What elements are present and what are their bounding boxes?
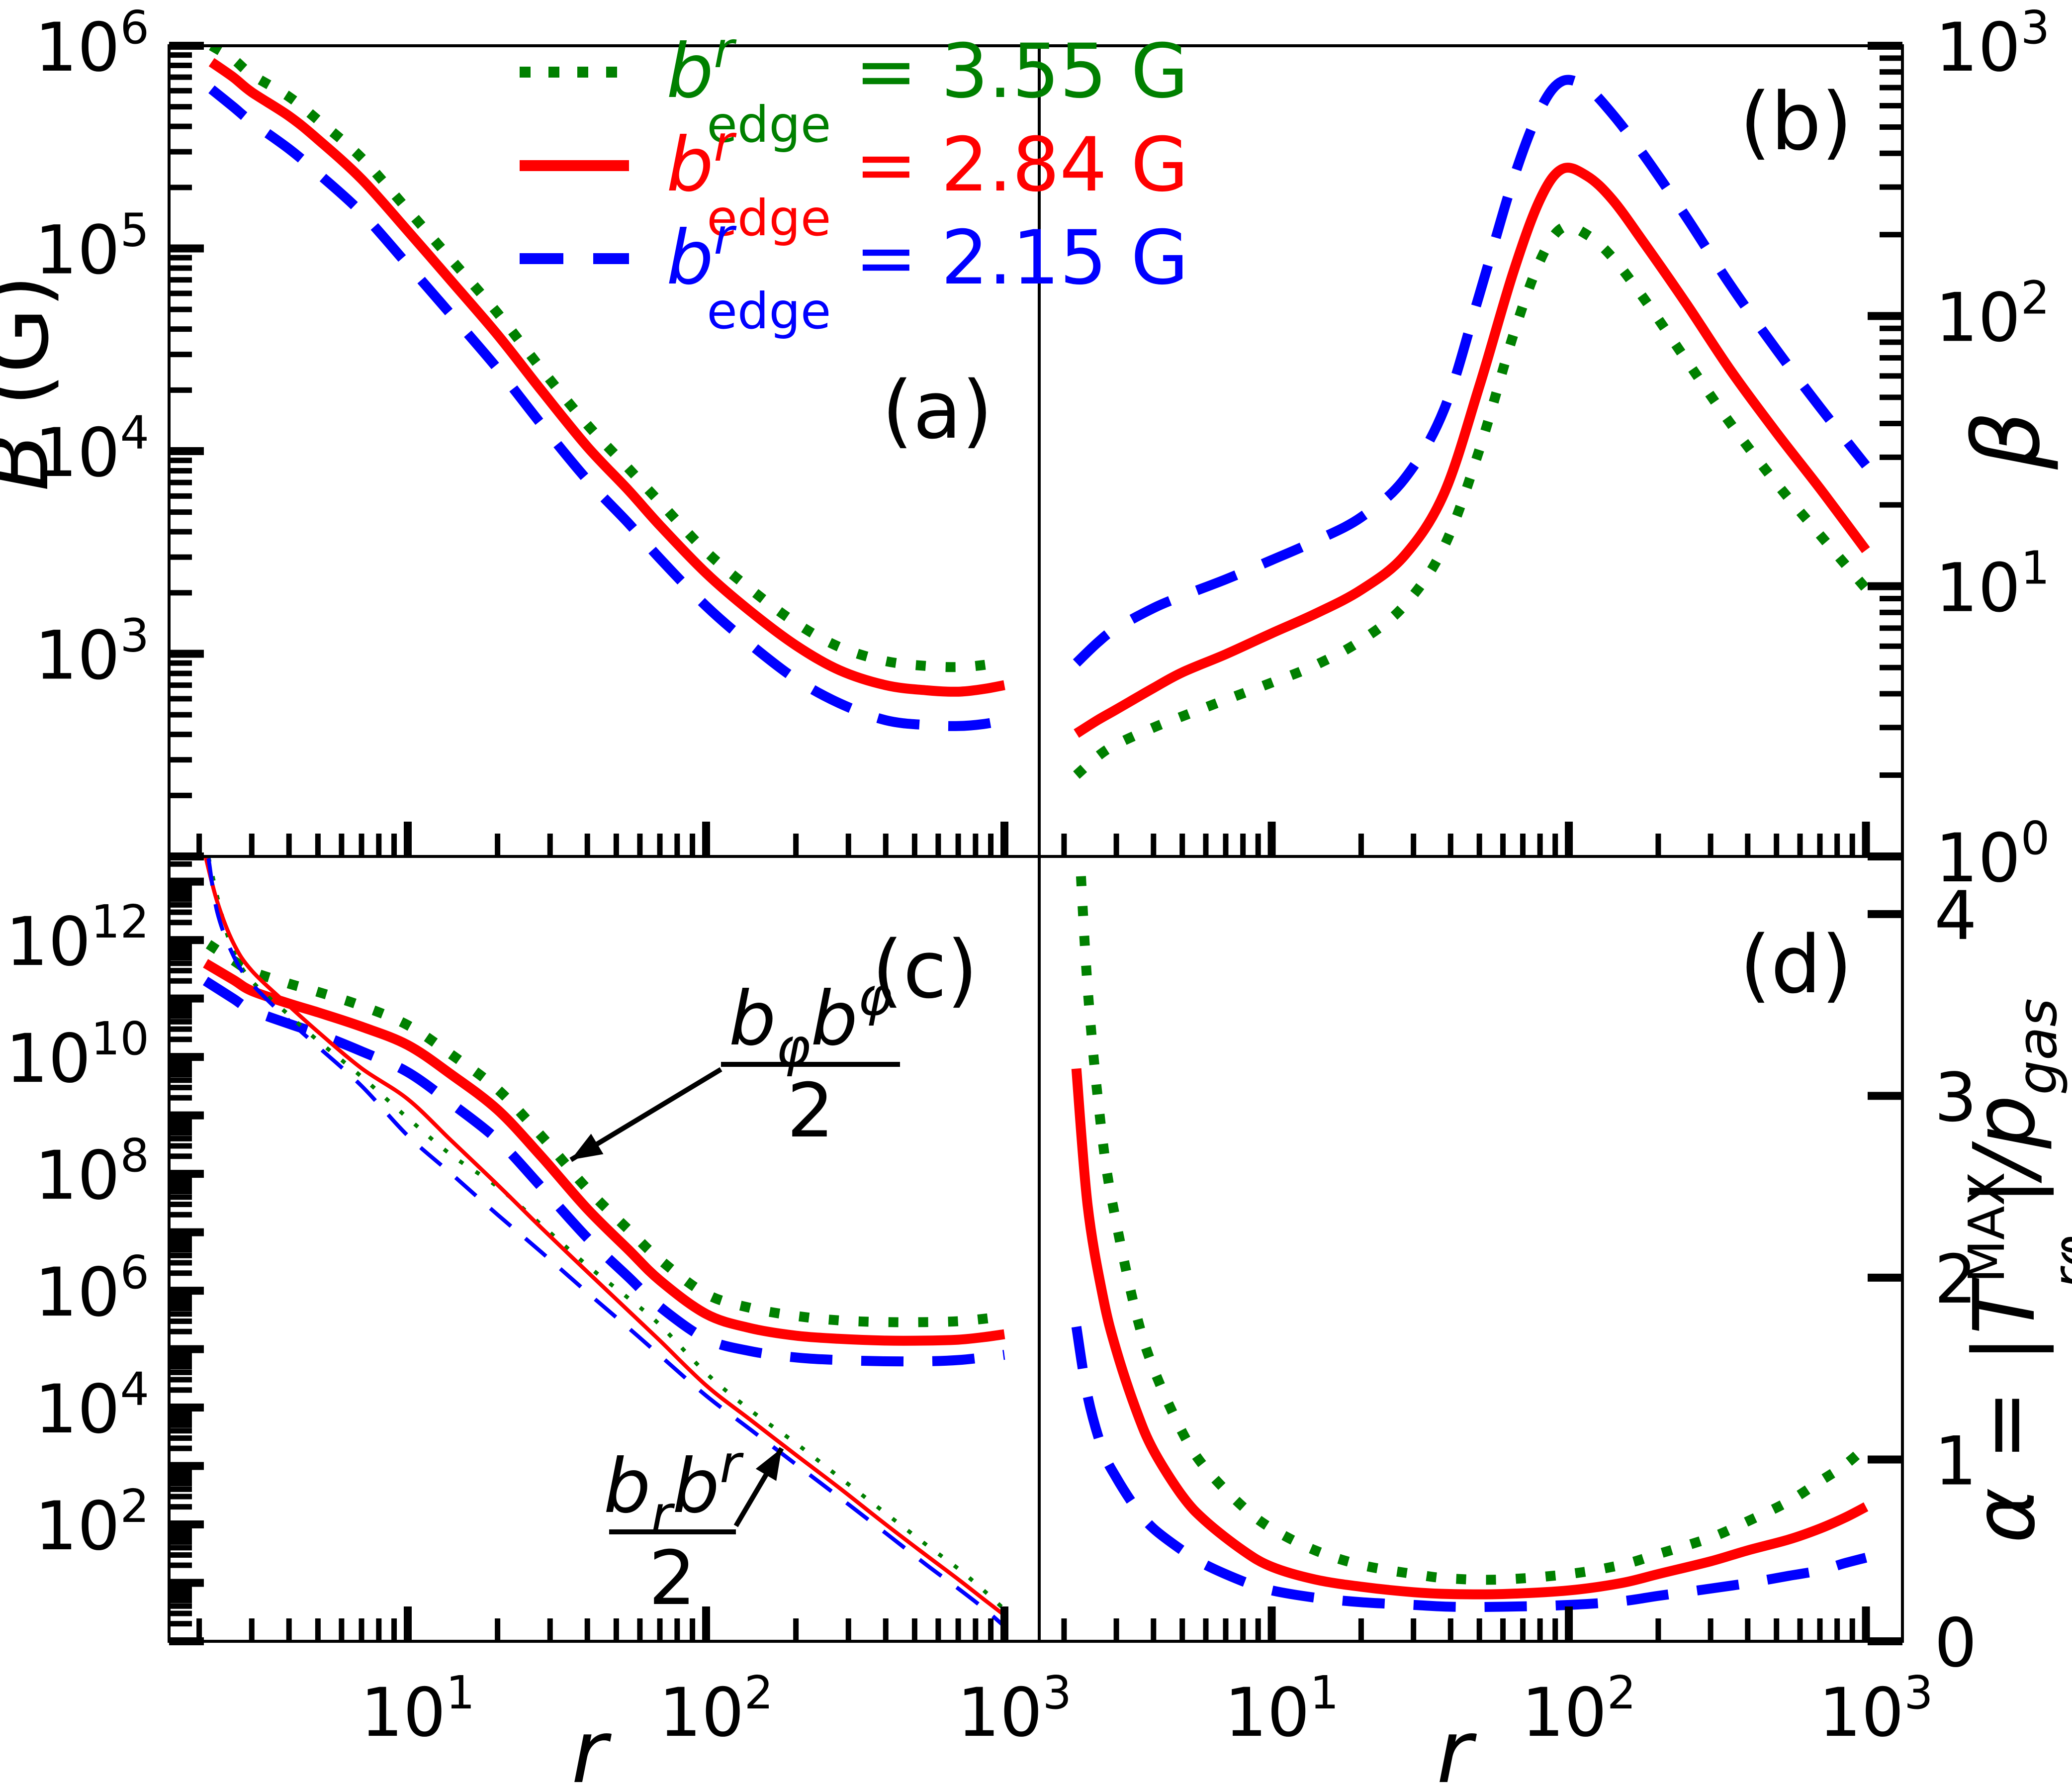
panel-b-curves xyxy=(1073,75,1870,779)
panel-c-curve-0-green xyxy=(205,940,1005,1327)
panel-d-xtick-label-1e2: 102 xyxy=(1522,1666,1636,1752)
panel-d-curve-1-red xyxy=(1071,1068,1869,1600)
x-axis-label-r-c: r xyxy=(571,1702,612,1791)
tick-labels: 1031041051061021041061081010101210010110… xyxy=(5,1,2050,1752)
panel-d-curve-0-green xyxy=(1075,856,1870,1585)
panel-b-curve-0-green xyxy=(1073,221,1870,779)
panel-d-ticks xyxy=(1061,910,1902,1645)
panel-d-xtick-label-1e1: 101 xyxy=(1224,1666,1339,1752)
panel-b-ytick-label-1e0: 100 xyxy=(1935,812,2050,897)
panel-c-curve-5-blue xyxy=(206,858,1006,1628)
panel-a-curves xyxy=(208,46,1005,731)
panel-c-curve-4-red xyxy=(203,856,1006,1617)
annotation-0-arrow-head xyxy=(571,1133,604,1160)
annotation-0-denominator: 2 xyxy=(787,1068,834,1154)
panel-c-xtick-label-1e1: 101 xyxy=(360,1666,475,1752)
y-axis-label-alpha: α = |TMAX rφ|/pgas xyxy=(1956,998,2072,1543)
annotation-1-denominator: 2 xyxy=(648,1535,696,1622)
panel-c-ytick-label-1e4: 104 xyxy=(35,1363,149,1448)
panel-letter-b: (b) xyxy=(1740,75,1852,168)
panel-c-xtick-label-1e2: 102 xyxy=(659,1666,773,1752)
annotation-1-arrow-head xyxy=(755,1448,782,1481)
panel-letter-d: (d) xyxy=(1740,918,1852,1011)
panel-d-curves xyxy=(1071,856,1870,1612)
panel-a-ytick-label-1e6: 106 xyxy=(35,1,149,87)
panel-d-curve-2-blue xyxy=(1071,1326,1868,1612)
annotation-0-numerator: bφbφ xyxy=(729,966,893,1078)
panel-c-curve-1-red xyxy=(203,959,1005,1346)
panel-c-curves xyxy=(202,856,1006,1628)
panel-b-curve-1-red xyxy=(1074,163,1870,738)
panel-b-curve-2-blue xyxy=(1073,75,1870,667)
panel-d-ytick-label-4: 4 xyxy=(1934,877,1977,955)
legend-item-2: br edge = 2.15 G xyxy=(520,207,1188,340)
y-axis-label-B: B (G) xyxy=(0,275,68,491)
panel-letters: (a) (b) (c) (d) xyxy=(872,75,1853,1016)
spines xyxy=(168,44,1904,1643)
x-axis-label-r-d: r xyxy=(1437,1702,1477,1791)
panel-a-ytick-label-1e3: 103 xyxy=(35,609,149,695)
panel-b-ytick-label-1e1: 101 xyxy=(1935,542,2050,627)
y-axis-label-beta: β xyxy=(1953,411,2061,470)
panel-d-ytick-label-1: 1 xyxy=(1934,1422,1977,1500)
panel-d-xtick-label-1e3: 103 xyxy=(1818,1666,1933,1752)
panel-b-ytick-label-1e3: 103 xyxy=(1935,1,2050,87)
panel-c-ytick-label-1e2: 102 xyxy=(35,1480,149,1565)
panel-c-ytick-label-1e8: 108 xyxy=(35,1129,149,1215)
panel-d-ytick-label-3: 3 xyxy=(1934,1058,1977,1136)
panel-letter-a: (a) xyxy=(882,364,993,457)
panel-c-curve-2-blue xyxy=(202,976,1005,1367)
legend-item-1: br edge = 2.84 G xyxy=(520,114,1188,247)
panel-d-ytick-label-2: 2 xyxy=(1934,1240,1977,1319)
panel-c-ticks xyxy=(169,861,1009,1645)
panel-c-ytick-label-1e12: 1012 xyxy=(5,895,149,981)
panel-a-ytick-label-1e4: 104 xyxy=(35,406,149,492)
panel-c-xtick-label-1e3: 103 xyxy=(957,1666,1072,1752)
legend-label-2: br edge = 2.15 G xyxy=(666,207,1188,340)
legend-label-0: br edge = 3.55 G xyxy=(666,21,1188,154)
panel-d-ytick-label-0: 0 xyxy=(1934,1604,1977,1682)
panel-a-ytick-label-1e5: 105 xyxy=(35,204,149,289)
legend-label-1: br edge = 2.84 G xyxy=(666,114,1188,247)
outer-border xyxy=(168,44,1904,1643)
annotation-1-numerator: brbr xyxy=(604,1434,744,1545)
panel-b-ytick-label-1e2: 102 xyxy=(1935,271,2050,357)
panel-c-ytick-label-1e10: 1010 xyxy=(5,1012,149,1098)
legend-item-0: br edge = 3.55 G xyxy=(520,21,1188,154)
legend: br edge = 3.55 Gbr edge = 2.84 Gbr edge = 2… xyxy=(520,21,1188,340)
panel-letter-c: (c) xyxy=(872,923,978,1016)
panel-c-ytick-label-1e6: 106 xyxy=(35,1246,149,1331)
panel-a-curve-1-red xyxy=(208,58,1005,697)
panel-a-curve-2-blue xyxy=(208,85,1005,731)
